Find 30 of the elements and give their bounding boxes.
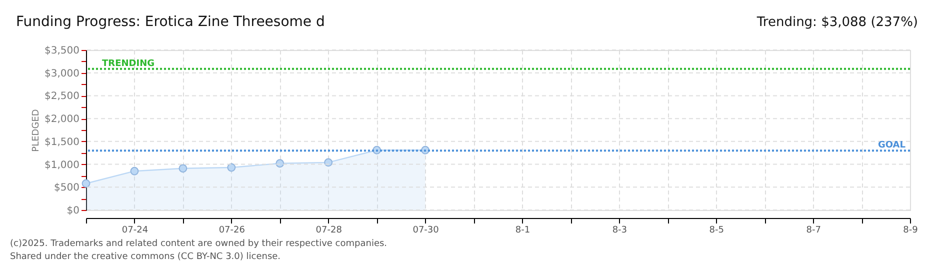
point (82, 179, 90, 188)
x-tick-label: 07-28 (316, 226, 342, 236)
ref-line-label: GOAL (878, 140, 906, 151)
y-tick-label: $500 (54, 182, 80, 194)
y-tick-label: $2,000 (44, 114, 80, 126)
x-tick-label: 07-24 (122, 226, 148, 236)
point (227, 163, 236, 172)
x-tick-label: 8-9 (903, 226, 918, 236)
text: Shared under the creative commons (CC BY-NC 3.0) license. (10, 252, 281, 262)
x-tick-label: 8-7 (806, 226, 821, 236)
y-tick-label: $0 (66, 206, 80, 216)
x-tick-label: 8-1 (515, 226, 530, 236)
y-tick-label: $3,500 (44, 46, 80, 56)
y-axis-title: PLEDGED (32, 109, 42, 152)
y-tick-label: $1,000 (44, 160, 80, 171)
y-tick-label: $1,500 (44, 136, 80, 148)
point (178, 164, 188, 173)
chart-subtitle: Trending: $3,088 (237%) (756, 15, 918, 30)
chart-title: Funding Progress: Erotica Zine Threesome d (16, 14, 325, 30)
x-tick-label: 8-5 (709, 226, 724, 236)
text: (c)2025. Trademarks and related content are owned by their respective companies. (10, 239, 388, 249)
y-tick-label: $2,500 (44, 91, 80, 102)
point (276, 159, 284, 168)
point (324, 158, 333, 167)
x-tick-label: 07-26 (218, 226, 246, 236)
ref-line-label: TRENDING (102, 58, 154, 69)
y-tick-label: $3,000 (44, 68, 80, 80)
x-tick-label: 8-3 (612, 226, 628, 236)
x-tick-label: 07-30 (412, 226, 440, 236)
point (130, 166, 139, 176)
